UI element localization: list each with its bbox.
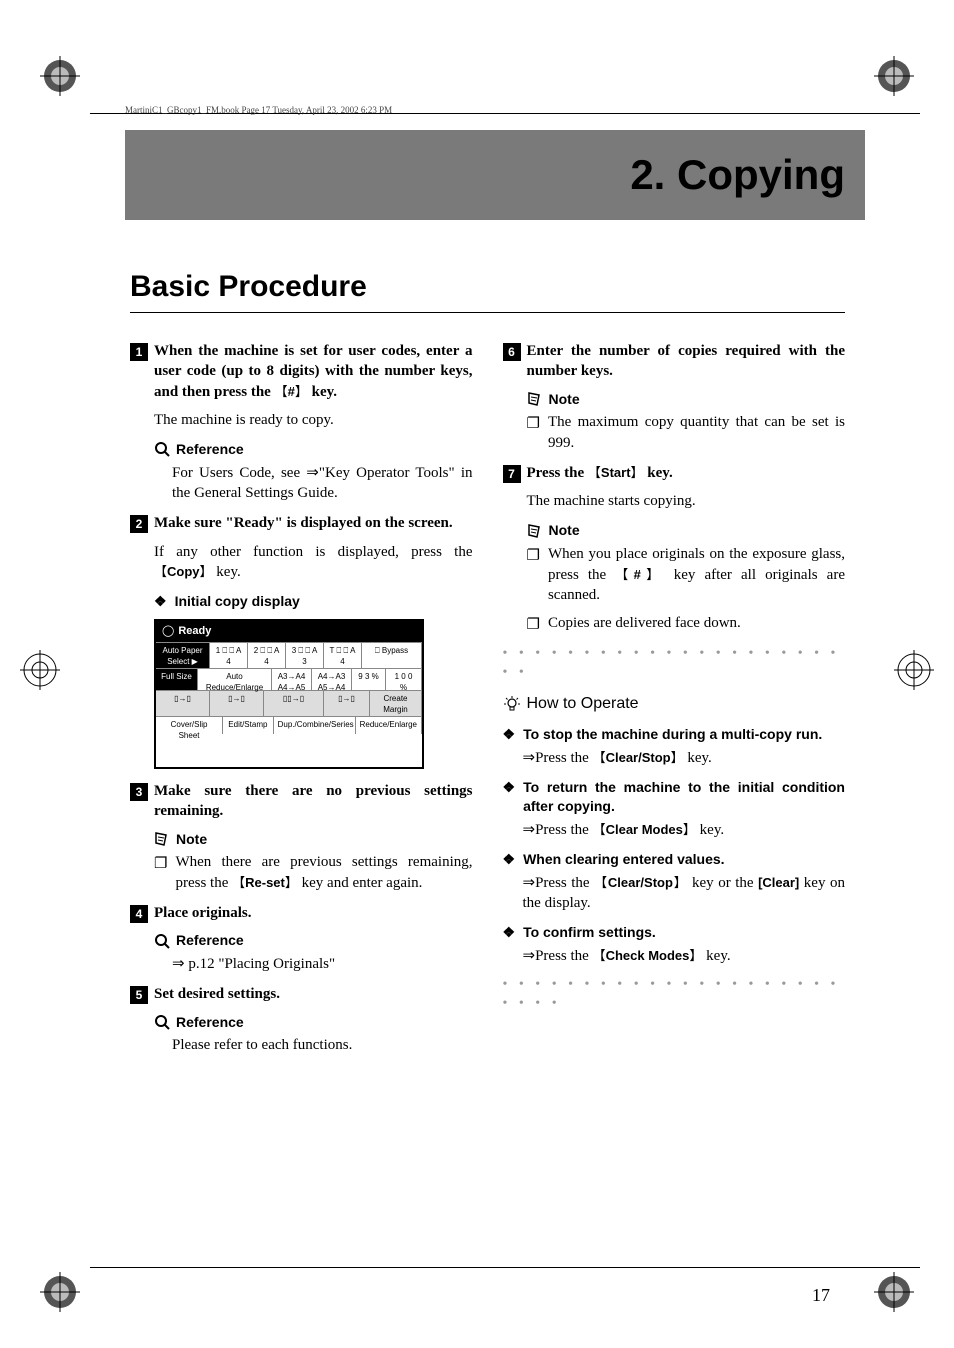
diamond-icon: ❖ <box>503 850 516 869</box>
hash-key: # <box>275 384 308 399</box>
tip-3-action: ⇒Press the Clear/Stop key or the [Clear]… <box>523 873 846 914</box>
tip-2-action: ⇒Press the Clear Modes key. <box>523 820 846 840</box>
note-heading-6: Note <box>527 390 846 409</box>
reference-heading-5: Reference <box>154 1013 473 1032</box>
step-number-4: 4 <box>130 905 148 923</box>
step-2: 2 Make sure "Ready" is displayed on the … <box>130 513 473 769</box>
separator-dots-top: • • • • • • • • • • • • • • • • • • • • … <box>503 645 846 683</box>
step-3: 3 Make sure there are no previous settin… <box>130 781 473 893</box>
tip-3-head: ❖ When clearing entered values. <box>503 850 846 869</box>
clear-modes-key: Clear Modes <box>593 822 696 837</box>
reference-heading-1: Reference <box>154 440 473 459</box>
left-column: 1 When the machine is set for user codes… <box>130 341 473 1066</box>
step-3-text: Make sure there are no previous settings… <box>154 781 473 822</box>
initial-display-heading: ❖ Initial copy display <box>154 592 473 611</box>
reg-mark-tr <box>874 56 914 96</box>
step-6-text: Enter the number of copies required with… <box>527 341 846 382</box>
note-icon <box>527 391 543 407</box>
step-number-2: 2 <box>130 515 148 533</box>
note-heading-3: Note <box>154 830 473 849</box>
reg-mark-mr <box>894 650 934 690</box>
reset-key: Re-set <box>232 875 298 890</box>
step-4-text: Place originals. <box>154 903 473 923</box>
reference-icon <box>154 441 170 457</box>
reg-mark-br <box>874 1272 914 1312</box>
separator-dots-bottom: • • • • • • • • • • • • • • • • • • • • … <box>503 976 846 1014</box>
diamond-icon: ❖ <box>503 778 516 816</box>
tip-1-action: ⇒Press the Clear/Stop key. <box>523 748 846 768</box>
tip-1-head: ❖ To stop the machine during a multi-cop… <box>503 725 846 744</box>
note-heading-7: Note <box>527 521 846 540</box>
step-2-body: If any other function is displayed, pres… <box>154 542 473 583</box>
reg-mark-bl <box>40 1272 80 1312</box>
step-number-1: 1 <box>130 343 148 361</box>
reg-mark-tl <box>40 56 80 96</box>
hash-key: # <box>615 567 664 582</box>
step-number-7: 7 <box>503 465 521 483</box>
step-5-text: Set desired settings. <box>154 984 473 1004</box>
tip-4-action: ⇒Press the Check Modes key. <box>523 946 846 966</box>
step-5: 5 Set desired settings. Reference Please… <box>130 984 473 1055</box>
section-title: Basic Procedure <box>130 270 845 313</box>
step-6: 6 Enter the number of copies required wi… <box>503 341 846 453</box>
step-7: 7 Press the Start key. The machine start… <box>503 463 846 635</box>
clear-display-key: [Clear] <box>758 875 799 890</box>
ready-indicator: ◯ <box>162 624 174 639</box>
step-4-ref: ⇒ p.12 "Placing Originals" <box>172 954 473 974</box>
bullet-icon: ❐ <box>527 414 540 453</box>
chapter-banner: 2. Copying <box>125 130 865 220</box>
step-7-body: The machine starts copying. <box>527 491 846 511</box>
diamond-icon: ❖ <box>154 592 167 611</box>
diamond-icon: ❖ <box>503 725 516 744</box>
step-number-6: 6 <box>503 343 521 361</box>
lightbulb-icon <box>503 695 521 713</box>
how-to-operate-heading: How to Operate <box>503 693 846 715</box>
copy-key: Copy <box>154 564 213 579</box>
tip-2-head: ❖ To return the machine to the initial c… <box>503 778 846 816</box>
start-key: Start <box>588 465 644 480</box>
check-modes-key: Check Modes <box>593 948 703 963</box>
reference-icon <box>154 933 170 949</box>
step-number-5: 5 <box>130 986 148 1004</box>
step-7-note-2: ❐ Copies are delivered face down. <box>527 613 846 635</box>
step-7-text: Press the Start key. <box>527 463 846 483</box>
bullet-icon: ❐ <box>154 854 167 893</box>
reference-icon <box>154 1014 170 1030</box>
note-icon <box>527 523 543 539</box>
step-1: 1 When the machine is set for user codes… <box>130 341 473 503</box>
bullet-icon: ❐ <box>527 546 540 605</box>
step-1-ref: For Users Code, see ⇒"Key Operator Tools… <box>172 463 473 504</box>
copier-screen-mock: ◯Ready Auto Paper Select ▶ 1 ⎕ ⎕ A 4 2 ⎕… <box>154 619 424 769</box>
step-number-3: 3 <box>130 783 148 801</box>
note-icon <box>154 831 170 847</box>
step-4: 4 Place originals. Reference ⇒ p.12 "Pla… <box>130 903 473 974</box>
clear-stop-key: Clear/Stop <box>593 750 684 765</box>
step-7-note-1: ❐ When you place originals on the exposu… <box>527 544 846 605</box>
step-1-text: When the machine is set for user codes, … <box>154 341 473 402</box>
clear-stop-key: Clear/Stop <box>594 875 687 890</box>
right-column: 6 Enter the number of copies required wi… <box>503 341 846 1066</box>
step-3-note: ❐ When there are previous settings remai… <box>154 852 473 893</box>
step-2-text: Make sure "Ready" is displayed on the sc… <box>154 513 473 533</box>
reference-heading-4: Reference <box>154 931 473 950</box>
crop-line-bottom <box>90 1267 920 1268</box>
step-1-body: The machine is ready to copy. <box>154 410 473 430</box>
bullet-icon: ❐ <box>527 615 540 635</box>
page-number: 17 <box>812 1285 830 1306</box>
step-5-ref: Please refer to each functions. <box>172 1035 473 1055</box>
diamond-icon: ❖ <box>503 923 516 942</box>
step-6-note: ❐ The maximum copy quantity that can be … <box>527 412 846 453</box>
reg-mark-ml <box>20 650 60 690</box>
tip-4-head: ❖ To confirm settings. <box>503 923 846 942</box>
